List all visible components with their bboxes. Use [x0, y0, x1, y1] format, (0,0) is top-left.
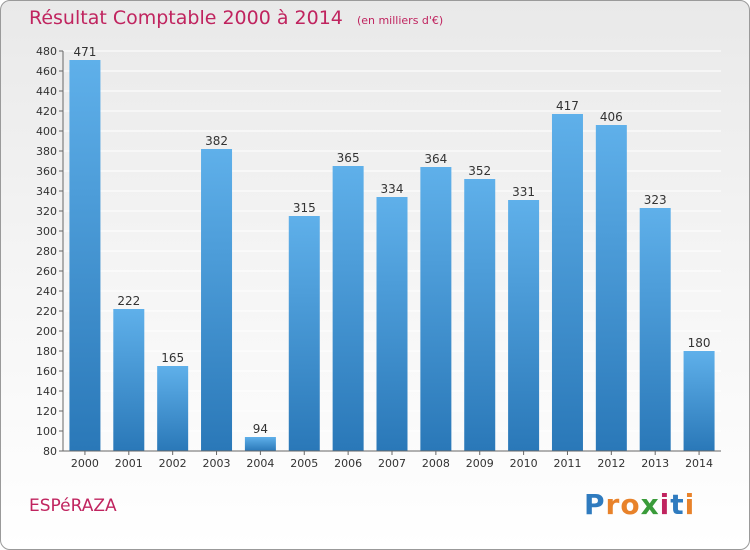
bar-2011 — [551, 114, 583, 451]
y-axis: 80 100 120 140 160 180 200 220 240 260 280 300 320 34… — [36, 45, 64, 458]
data-labels: 471 222 165 382 94 315 365 334 364 352 331 417 406 32… — [73, 45, 710, 436]
bar-2013 — [639, 208, 671, 451]
bar-2002 — [157, 366, 189, 451]
y-tick-label: 100 — [36, 425, 57, 438]
bar-2007 — [376, 197, 408, 451]
logo-letter: o — [620, 488, 641, 521]
x-tick-label: 2007 — [378, 457, 406, 470]
data-label-2000: 471 — [73, 45, 96, 59]
data-label-2006: 365 — [337, 151, 360, 165]
y-tick-label: 280 — [36, 245, 57, 258]
y-tick-label: 460 — [36, 65, 57, 78]
x-tick-label: 2011 — [553, 457, 581, 470]
x-tick-label: 2012 — [597, 457, 625, 470]
x-tick-label: 2014 — [685, 457, 713, 470]
y-tick-label: 360 — [36, 165, 57, 178]
x-tick-label: 2001 — [115, 457, 143, 470]
logo-letter: x — [640, 488, 660, 521]
commune-name: ESPéRAZA — [29, 496, 117, 516]
proxiti-logo: Proxiti — [584, 488, 695, 521]
logo-letter: P — [584, 488, 606, 521]
bar-2012 — [595, 125, 627, 451]
x-tick-label: 2010 — [510, 457, 538, 470]
data-label-2005: 315 — [293, 201, 316, 215]
y-tick-label: 440 — [36, 85, 57, 98]
y-tick-label: 420 — [36, 105, 57, 118]
y-tick-label: 160 — [36, 365, 57, 378]
x-tick-label: 2005 — [290, 457, 318, 470]
data-label-2002: 165 — [161, 351, 184, 365]
data-label-2011: 417 — [556, 99, 579, 113]
logo-letter: t — [670, 488, 685, 521]
y-tick-label: 480 — [36, 45, 57, 58]
bars — [69, 60, 715, 451]
y-tick-label: 80 — [43, 445, 57, 458]
title-text: Résultat Comptable 2000 à 2014 — [29, 7, 343, 29]
bar-2005 — [288, 216, 320, 451]
bar-2014 — [683, 351, 715, 451]
y-tick-label: 380 — [36, 145, 57, 158]
data-label-2012: 406 — [600, 110, 623, 124]
chart-title: Résultat Comptable 2000 à 2014 (en milli… — [29, 7, 443, 29]
bar-2000 — [69, 60, 101, 451]
data-label-2007: 334 — [381, 182, 404, 196]
y-tick-label: 320 — [36, 205, 57, 218]
x-tick-label: 2002 — [159, 457, 187, 470]
y-tick-label: 260 — [36, 265, 57, 278]
y-tick-label: 220 — [36, 305, 57, 318]
x-axis: 2000 2001 2002 2003 2004 2005 2006 2007 2008 2009… — [63, 450, 721, 470]
x-tick-label: 2009 — [466, 457, 494, 470]
bar-2009 — [464, 179, 496, 451]
logo-letter: i — [684, 488, 696, 521]
y-tick-label: 400 — [36, 125, 57, 138]
data-label-2003: 382 — [205, 134, 228, 148]
data-label-2013: 323 — [644, 193, 667, 207]
bar-2004 — [244, 437, 276, 451]
x-tick-label: 2004 — [246, 457, 274, 470]
y-tick-label: 140 — [36, 385, 57, 398]
y-tick-label: 180 — [36, 345, 57, 358]
y-tick-label: 200 — [36, 325, 57, 338]
logo-letter: r — [605, 488, 621, 521]
subtitle-text: (en milliers d'€) — [356, 14, 444, 27]
x-tick-label: 2003 — [203, 457, 231, 470]
bar-2003 — [201, 149, 233, 451]
data-label-2009: 352 — [468, 164, 491, 178]
y-tick-label: 300 — [36, 225, 57, 238]
x-tick-label: 2000 — [71, 457, 99, 470]
bar-2010 — [508, 200, 540, 451]
y-tick-label: 240 — [36, 285, 57, 298]
bar-2001 — [113, 309, 145, 451]
y-tick-label: 340 — [36, 185, 57, 198]
x-tick-label: 2008 — [422, 457, 450, 470]
data-label-2001: 222 — [117, 294, 140, 308]
y-tick-label: 120 — [36, 405, 57, 418]
data-label-2014: 180 — [688, 336, 711, 350]
x-tick-label: 2006 — [334, 457, 362, 470]
data-label-2008: 364 — [424, 152, 447, 166]
data-label-2004: 94 — [253, 422, 268, 436]
logo-letter: i — [659, 488, 671, 521]
x-tick-label: 2013 — [641, 457, 669, 470]
bar-2006 — [332, 166, 364, 451]
bar-2008 — [420, 167, 452, 451]
data-label-2010: 331 — [512, 185, 535, 199]
